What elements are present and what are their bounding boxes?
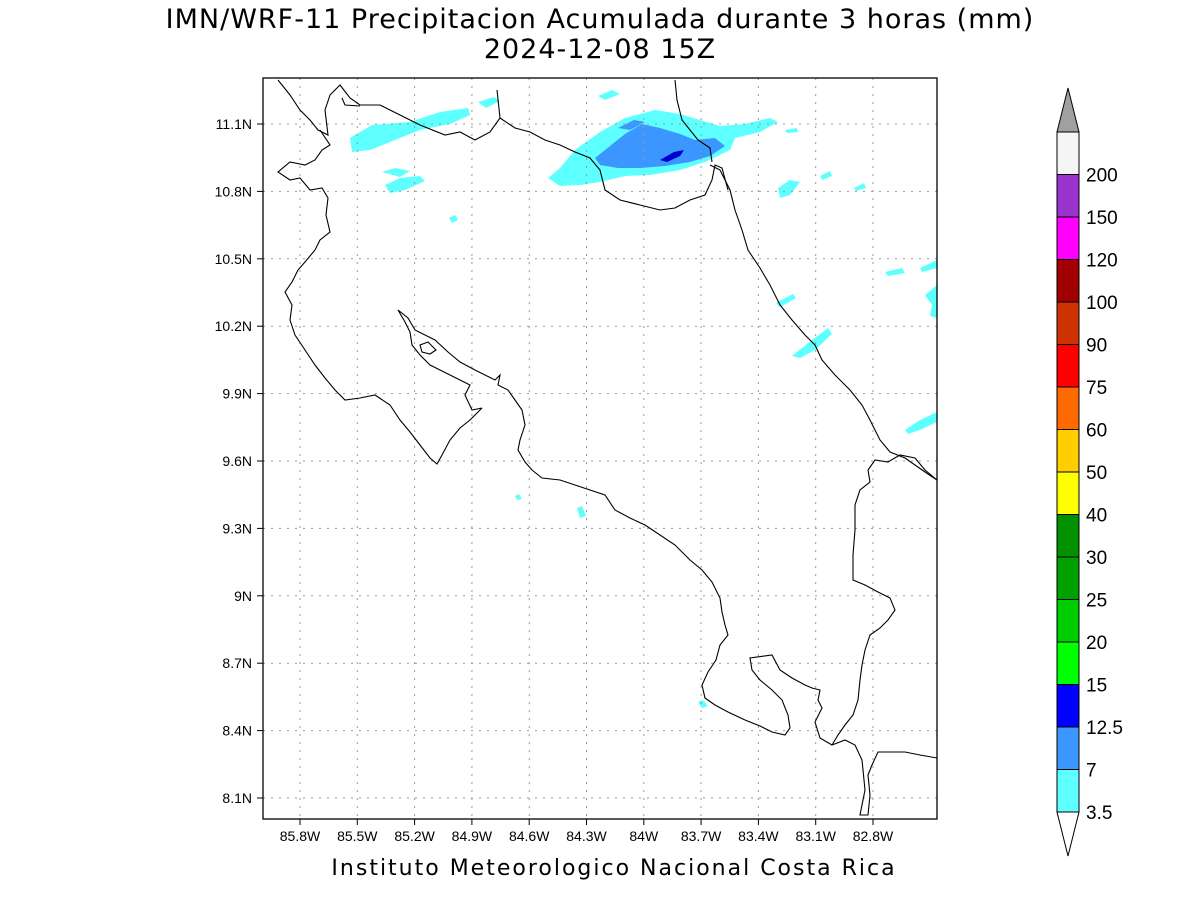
rain-area-medium-2 <box>618 120 645 130</box>
chart-title: IMN/WRF-11 Precipitacion Acumulada duran… <box>165 4 1035 35</box>
rain-area-small-3 <box>577 506 586 518</box>
lat-tick-label: 9.3N <box>222 520 252 536</box>
footer-institution: Instituto Meteorologico Nacional Costa R… <box>331 856 897 881</box>
nicaragua-border <box>277 79 501 141</box>
lat-tick-label: 8.1N <box>222 790 252 806</box>
colorbar-legend: 3.5 7 12.5 15 20 25 30 40 50 60 75 90 100 120 150 200 <box>1056 87 1123 857</box>
colorbar-label: 25 <box>1086 591 1107 612</box>
rain-area-small-4 <box>698 700 708 708</box>
colorbar-label: 75 <box>1086 378 1107 399</box>
colorbar-arrow-high <box>1056 87 1080 133</box>
lon-tick-label: 85.2W <box>394 828 435 844</box>
colorbar-label: 7 <box>1086 761 1097 782</box>
map-frame <box>262 77 938 820</box>
colorbar-label: 30 <box>1086 548 1107 569</box>
lat-tick-label: 9N <box>234 588 252 604</box>
rain-area-north-3 <box>382 168 410 177</box>
lon-tick-label: 83.4W <box>738 828 779 844</box>
lon-tick-label: 83.1W <box>795 828 836 844</box>
colorbar-label: 3.5 <box>1086 803 1112 824</box>
lat-tick-label: 9.6N <box>222 453 252 469</box>
lat-tick-label: 10.8N <box>215 183 252 199</box>
rain-area-north-coast-2 <box>478 97 500 108</box>
colorbar-label: 20 <box>1086 633 1107 654</box>
colorbar-label: 90 <box>1086 336 1107 357</box>
nicaragua-lake-shore <box>341 97 361 107</box>
colorbar-segment <box>1056 599 1080 643</box>
panama-border <box>831 454 938 746</box>
rain-area-east-3 <box>820 171 832 180</box>
lon-tick-label: 84.6W <box>509 828 550 844</box>
colorbar-segment <box>1056 769 1080 813</box>
rain-area-north-4 <box>385 176 425 193</box>
colorbar-arrow-low <box>1056 811 1080 857</box>
nicaragua-east-border <box>674 79 713 163</box>
gulf-nicoya-inner <box>397 309 938 816</box>
colorbar-label: 50 <box>1086 463 1107 484</box>
lat-tick-label: 9.9N <box>222 386 252 402</box>
colorbar-segment <box>1056 471 1080 515</box>
colorbar-segment <box>1056 174 1080 218</box>
colorbar-segment <box>1056 684 1080 728</box>
rain-area-east-10 <box>905 412 937 434</box>
colorbar-segment <box>1056 514 1080 558</box>
rain-area-medium-1 <box>595 124 725 168</box>
colorbar-label: 150 <box>1086 208 1118 229</box>
lat-tick-label: 10.5N <box>215 251 252 267</box>
lat-lon-grid <box>263 78 937 819</box>
rain-area-small-1 <box>449 215 458 223</box>
lon-tick-label: 82.8W <box>853 828 894 844</box>
lon-tick-label: 83.7W <box>681 828 722 844</box>
colorbar-label: 40 <box>1086 506 1107 527</box>
rain-area-small-2 <box>515 494 522 500</box>
colorbar-label: 120 <box>1086 251 1118 272</box>
colorbar-segment <box>1056 216 1080 260</box>
colorbar-segment <box>1056 301 1080 345</box>
rain-area-north-coast <box>350 108 470 152</box>
caribbean-coast <box>709 164 938 481</box>
rain-area-east-9 <box>792 328 832 358</box>
lat-tick-label: 10.2N <box>215 318 252 334</box>
lat-tick-label: 8.4N <box>222 723 252 739</box>
rain-area-small-5 <box>785 128 798 133</box>
colorbar-label: 60 <box>1086 421 1107 442</box>
rain-area-east-6 <box>920 260 937 272</box>
colorbar-segment <box>1056 429 1080 473</box>
rain-area-heavy <box>660 150 684 162</box>
rain-area-east-4 <box>854 183 866 191</box>
coastlines-and-borders <box>277 79 938 816</box>
chart-subtitle-datetime: 2024-12-08 15Z <box>483 34 717 65</box>
colorbar-segment <box>1056 726 1080 770</box>
colorbar-segment <box>1056 259 1080 303</box>
colorbar-segment <box>1056 131 1080 175</box>
axes: 85.8W 85.5W 85.2W 84.9W 84.6W 84.3W 84W 83.7W 83… <box>215 116 894 844</box>
colorbar-segment <box>1056 641 1080 685</box>
lon-tick-label: 84.9W <box>452 828 493 844</box>
rain-area-east-8 <box>776 294 796 307</box>
rain-area-east-7 <box>925 285 937 318</box>
lon-tick-label: 84.3W <box>566 828 607 844</box>
rain-area-east-5 <box>885 268 905 276</box>
colorbar-segment <box>1056 386 1080 430</box>
colorbar-label: 15 <box>1086 676 1107 697</box>
colorbar-segment <box>1056 344 1080 388</box>
lat-tick-label: 11.1N <box>216 116 252 132</box>
lon-tick-label: 85.8W <box>280 828 321 844</box>
precipitation-layer <box>350 90 937 708</box>
lon-tick-label: 84W <box>629 828 659 844</box>
north-coast-guanacaste <box>277 129 483 465</box>
lon-tick-label: 85.5W <box>337 828 378 844</box>
colorbar-label: 12.5 <box>1086 718 1123 739</box>
rain-area-east-1 <box>598 90 620 100</box>
rain-area-east-2 <box>778 180 800 198</box>
north-coast-east <box>499 117 729 211</box>
colorbar-label: 100 <box>1086 293 1118 314</box>
colorbar-label: 200 <box>1086 166 1118 187</box>
colorbar-segment <box>1056 556 1080 600</box>
lat-tick-label: 8.7N <box>222 655 252 671</box>
nicoya-island <box>419 341 437 355</box>
